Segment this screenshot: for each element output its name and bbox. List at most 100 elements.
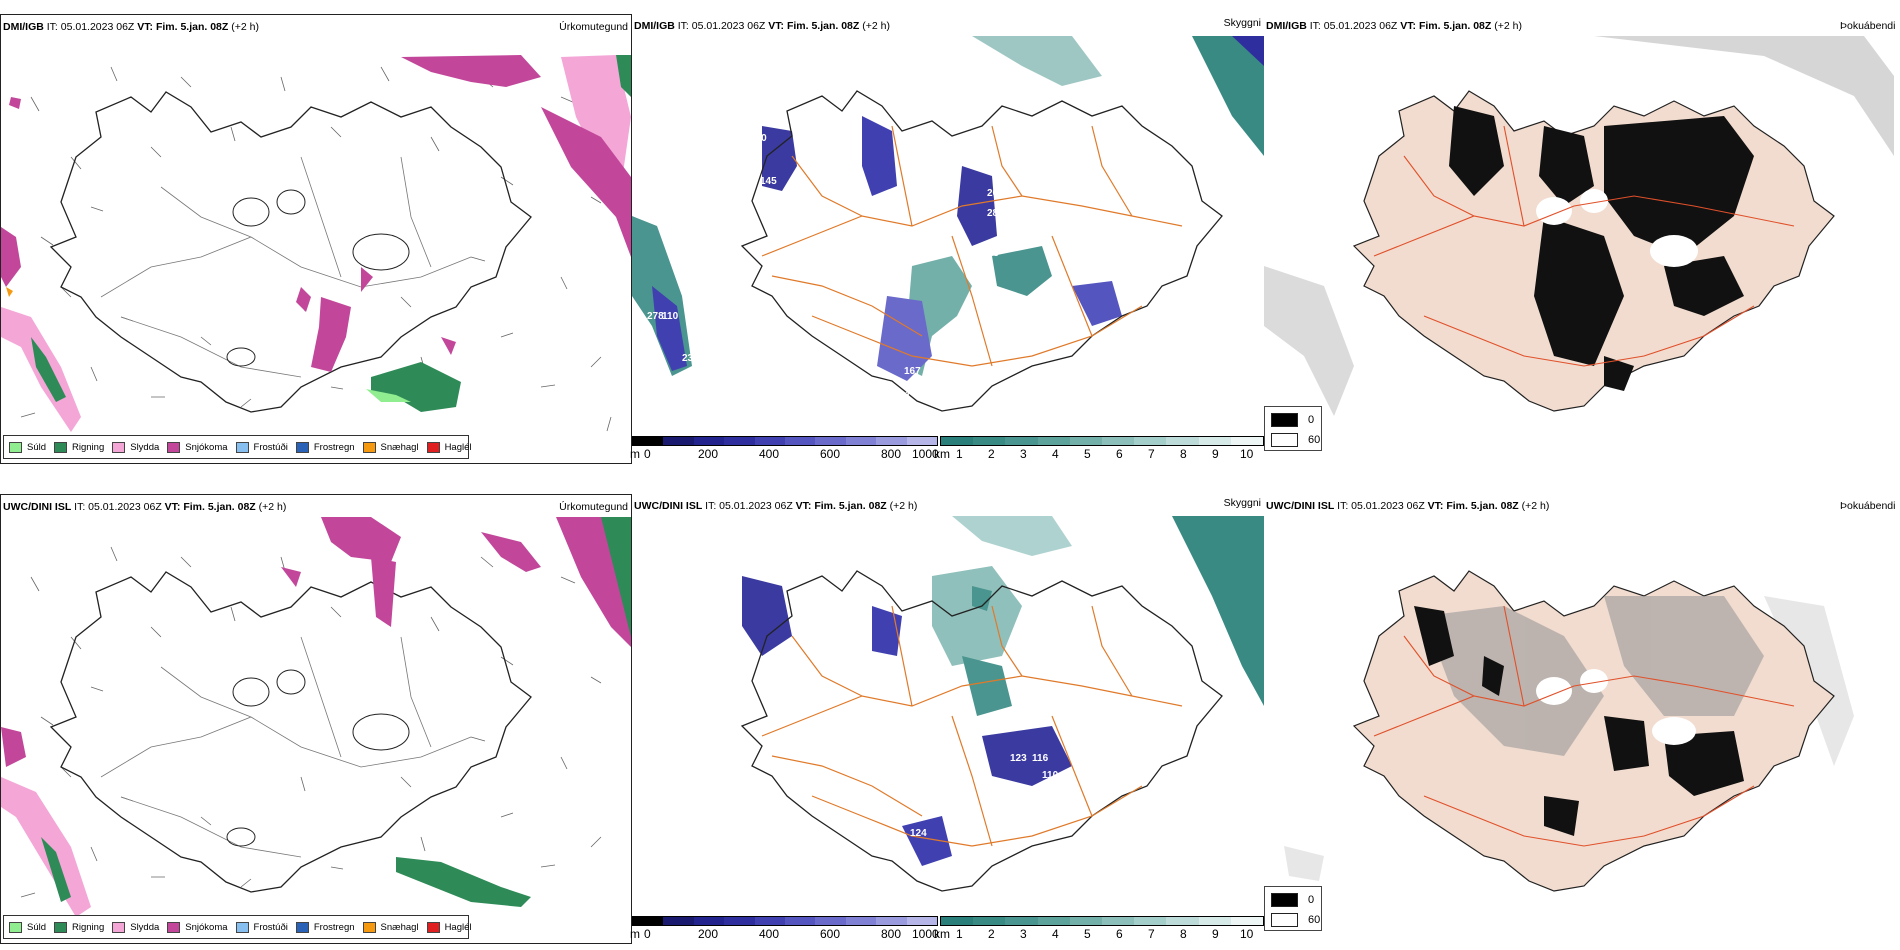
legend-item: Frostúði [235,441,288,453]
svg-text:201: 201 [987,188,1004,199]
svg-text:263: 263 [932,411,949,422]
swatch [235,921,249,933]
iceland-map: 429 132 123 116 110 124 168 [680,516,1264,892]
roads [761,605,1183,847]
colorbar-segment [1230,437,1264,445]
swatch [9,921,22,933]
svg-text:123: 123 [1010,753,1027,764]
precip-legend: Súld Rigning Slydda Snjókoma Frostúði Fr… [3,435,472,459]
visibility-values: 429 132 123 116 110 124 168 [680,568,1059,844]
colorbar-segment [1102,437,1135,445]
colorbar-segment [973,437,1006,445]
colorbar-segment [1198,917,1231,925]
legend-item: Súld [9,441,46,453]
colorbar-segment [815,437,846,445]
swatch [54,441,68,453]
colorbar-segment [1166,917,1199,925]
map-title: UWC/DINI ISL IT: 05.01.2023 06Z VT: Fim.… [3,501,287,513]
colorbar-segment [876,437,907,445]
unit-label: m [630,447,640,461]
colorbar-segment [785,437,816,445]
visibility-map-bottom: UWC/DINI ISL IT: 05.01.2023 06Z VT: Fim.… [630,494,1264,944]
svg-text:88: 88 [917,388,929,399]
swatch [112,441,126,453]
swatch [362,441,376,453]
map-title: UWC/DINI ISL IT: 05.01.2023 06Z VT: Fim.… [1266,500,1550,512]
map-type-label: Úrkomutegund [559,501,628,513]
colorbar-segment [973,917,1006,925]
fog-areas [1449,106,1754,391]
colorbar-segment [906,437,938,445]
svg-text:116: 116 [1032,753,1049,764]
swatch [54,921,68,933]
fog-legend-item: 0 [1271,413,1314,427]
legend-item: Snjókoma [167,441,228,453]
svg-text:132: 132 [1017,698,1034,709]
colorbar-segment [845,917,877,925]
legend-item: Frostregn [295,441,355,453]
map-type-label: Þokuábendi [1840,20,1896,32]
colorbar-segment [724,917,755,925]
legend-item: Rigning [54,921,104,933]
fog-map-top: DMI/IGB IT: 05.01.2023 06Z VT: Fim. 5.ja… [1264,14,1900,464]
colorbar-segment [633,437,664,445]
colorbar-segment [633,917,664,925]
svg-text:110: 110 [662,311,679,322]
legend-item: Haglél [426,921,472,933]
colorbar-segment [1102,917,1135,925]
swatch [426,921,440,933]
unit-label: km [934,927,950,941]
fog-legend-item: 60 [1271,433,1320,447]
unit-label: km [934,447,950,461]
map-title: DMI/IGB IT: 05.01.2023 06Z VT: Fim. 5.ja… [3,21,259,33]
svg-text:145: 145 [760,176,777,187]
precip-type-map-top: DMI/IGB IT: 05.01.2023 06Z VT: Fim. 5.ja… [0,14,632,464]
svg-text:124: 124 [910,828,927,839]
roads-rivers [100,636,472,858]
swatch [1271,413,1298,427]
swatch [295,441,309,453]
colorbar-segment [754,917,786,925]
legend-item: Frostúði [235,921,288,933]
visibility-m-colorbar: m 0 200 400 600 800 1000 [630,916,939,948]
glaciers [226,669,410,847]
coastline [49,571,532,893]
colorbar-segment [876,917,907,925]
svg-text:167: 167 [904,366,921,377]
unit-label: m [630,927,640,941]
colorbar-segment [1198,437,1231,445]
legend-item: Haglél [426,441,472,453]
iceland-map [1284,570,1854,892]
glaciers [226,189,410,367]
iceland-map: 140 157 145 132 201 282 233 167 101 88 2… [632,36,1264,422]
colorbar-segment [815,917,846,925]
svg-text:140: 140 [750,133,767,144]
map-title: UWC/DINI ISL IT: 05.01.2023 06Z VT: Fim.… [634,500,918,512]
fog-map-bottom: UWC/DINI ISL IT: 05.01.2023 06Z VT: Fim.… [1264,494,1900,944]
legend-item: Snæhagl [362,921,419,933]
visibility-m-colorbar: m 0 200 400 600 800 1000 [630,436,939,468]
swatch [295,921,309,933]
swatch [1271,913,1298,927]
fog-legend-item: 60 [1271,913,1320,927]
iceland-map [1,517,631,917]
precip-type-map-bottom: UWC/DINI ISL IT: 05.01.2023 06Z VT: Fim.… [0,494,632,944]
wind-barbs [20,546,602,898]
fog-legend: 0 60 [1264,406,1322,451]
svg-text:81: 81 [702,400,714,411]
wind-barbs [20,66,612,432]
legend-item: Frostregn [295,921,355,933]
coastline [740,570,1223,892]
visibility-km-colorbar: km 1 2 3 4 5 6 7 8 9 10 [934,436,1264,468]
svg-text:233: 233 [982,248,999,259]
iceland-map [1264,36,1894,416]
visibility-map-top: DMI/IGB IT: 05.01.2023 06Z VT: Fim. 5.ja… [630,14,1264,464]
roads-rivers [100,156,472,378]
colorbar-segment [906,917,938,925]
svg-text:23: 23 [682,353,694,364]
swatch [167,921,181,933]
svg-text:157: 157 [740,158,757,169]
swatch [167,441,181,453]
swatch [235,441,249,453]
legend-item: Slydda [112,921,159,933]
